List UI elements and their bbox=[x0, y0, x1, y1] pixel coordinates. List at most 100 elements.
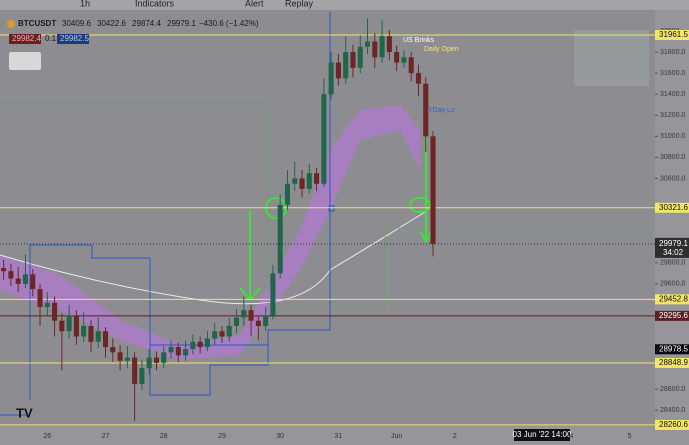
x-tick-label: Jun bbox=[391, 433, 402, 440]
y-tick-label: 31400.0 bbox=[660, 91, 685, 98]
highlight-circle bbox=[409, 197, 431, 213]
candle-body bbox=[277, 204, 283, 274]
candle-body bbox=[212, 331, 218, 339]
candle-body bbox=[146, 357, 152, 369]
last-price-label: 29979.1 bbox=[659, 239, 688, 248]
moving-average bbox=[0, 211, 426, 305]
x-tick-label: 28 bbox=[160, 433, 168, 440]
y-tick-label: 28400.0 bbox=[660, 407, 685, 414]
candle-body bbox=[415, 73, 422, 84]
x-tick-label: 4 bbox=[569, 433, 573, 440]
y-tick-label: 30800.0 bbox=[660, 154, 685, 161]
price-level-label: 28978.5 bbox=[659, 344, 688, 353]
y-tick-label: 29600.0 bbox=[660, 281, 685, 288]
candle-body bbox=[52, 302, 58, 321]
plot-area bbox=[0, 18, 655, 426]
candle-body bbox=[1, 268, 7, 272]
ask[interactable]: 29982.5 bbox=[60, 34, 89, 43]
candle-body bbox=[263, 315, 269, 326]
price-level-box bbox=[655, 202, 689, 213]
candle-body bbox=[255, 320, 261, 326]
price-level-label: 28260.6 bbox=[659, 420, 688, 429]
candle-body bbox=[292, 178, 298, 184]
x-tick-label: 2 bbox=[453, 433, 457, 440]
candle-body bbox=[321, 94, 327, 184]
candle-body bbox=[372, 41, 378, 58]
ask-box[interactable] bbox=[57, 34, 89, 44]
candle-body bbox=[284, 183, 291, 205]
candle-body bbox=[430, 136, 436, 244]
candle-body bbox=[66, 315, 72, 332]
y-tick-label: 30600.0 bbox=[660, 175, 685, 182]
candle-body bbox=[190, 341, 196, 350]
candle-body bbox=[8, 271, 14, 279]
replay-button[interactable]: Replay bbox=[285, 0, 314, 8]
candle-body bbox=[335, 62, 341, 79]
price-level-box bbox=[655, 294, 689, 305]
candle-body bbox=[364, 41, 371, 47]
price-axis bbox=[655, 10, 689, 445]
candle-body bbox=[124, 357, 130, 361]
close: 29979.1 bbox=[167, 19, 196, 28]
candle-body bbox=[233, 317, 240, 326]
symbol[interactable]: BTCUSDT bbox=[18, 19, 56, 28]
x-tick-label: 26 bbox=[43, 433, 51, 440]
candle-body bbox=[183, 349, 189, 356]
candle-body bbox=[81, 325, 87, 337]
crosshair-label: 03 Jun '22 14:00 bbox=[513, 430, 572, 439]
candle-body bbox=[139, 368, 145, 384]
candle-body bbox=[343, 52, 349, 79]
candle-body bbox=[219, 331, 225, 337]
candle-body bbox=[423, 83, 429, 137]
toolbar bbox=[0, 0, 689, 10]
candle-body bbox=[73, 315, 79, 337]
ema-ribbon bbox=[0, 105, 420, 360]
candle-body bbox=[197, 341, 203, 348]
x-tick-label: 29 bbox=[218, 433, 226, 440]
candle-body bbox=[248, 310, 254, 321]
x-tick-label: 30 bbox=[276, 433, 284, 440]
indicators bbox=[0, 12, 655, 416]
candle-body bbox=[102, 331, 109, 348]
indicators-button[interactable]: Indicators bbox=[135, 0, 175, 8]
step-levels-green bbox=[0, 102, 655, 311]
price-level-label: 30321.6 bbox=[659, 203, 688, 212]
price-level-box bbox=[655, 344, 689, 355]
bid-box[interactable] bbox=[9, 34, 41, 44]
x-tick-label: 5 bbox=[628, 433, 632, 440]
y-tick-label: 31800.0 bbox=[660, 49, 685, 56]
candle-body bbox=[59, 320, 65, 332]
high: 30422.6 bbox=[97, 19, 126, 28]
change: −430.6 (−1.42%) bbox=[199, 19, 259, 28]
candle-body bbox=[357, 46, 363, 68]
price-level-label: 29295.6 bbox=[659, 311, 688, 320]
candle-body bbox=[306, 173, 312, 189]
price-level-label: 29452.8 bbox=[659, 294, 688, 303]
candle-body bbox=[117, 352, 123, 361]
open: 30409.6 bbox=[62, 19, 91, 28]
candle-body bbox=[110, 347, 116, 353]
annotation: YDay Lo bbox=[428, 107, 455, 114]
y-tick-label: 31600.0 bbox=[660, 70, 685, 77]
interval-button[interactable]: 1h bbox=[80, 0, 90, 8]
candle-body bbox=[379, 36, 385, 58]
candle-body bbox=[408, 57, 414, 74]
countdown: 34:02 bbox=[663, 248, 684, 257]
bid[interactable]: 29982.4 bbox=[12, 34, 41, 43]
candle-body bbox=[88, 325, 94, 342]
info-table bbox=[574, 30, 649, 86]
candle-body bbox=[37, 289, 43, 307]
alert-button[interactable]: Alert bbox=[245, 0, 264, 8]
candle-body bbox=[350, 52, 356, 68]
toggle-button[interactable] bbox=[9, 52, 41, 70]
annotation: Daily Open bbox=[424, 46, 459, 53]
marker bbox=[328, 205, 335, 212]
candle-body bbox=[95, 331, 101, 342]
spread: 0.1 bbox=[45, 34, 57, 43]
price-level-box bbox=[655, 310, 689, 321]
candle-body bbox=[22, 274, 29, 284]
candle-body bbox=[132, 357, 138, 384]
candle-body bbox=[161, 352, 167, 363]
candle-body bbox=[153, 357, 160, 363]
